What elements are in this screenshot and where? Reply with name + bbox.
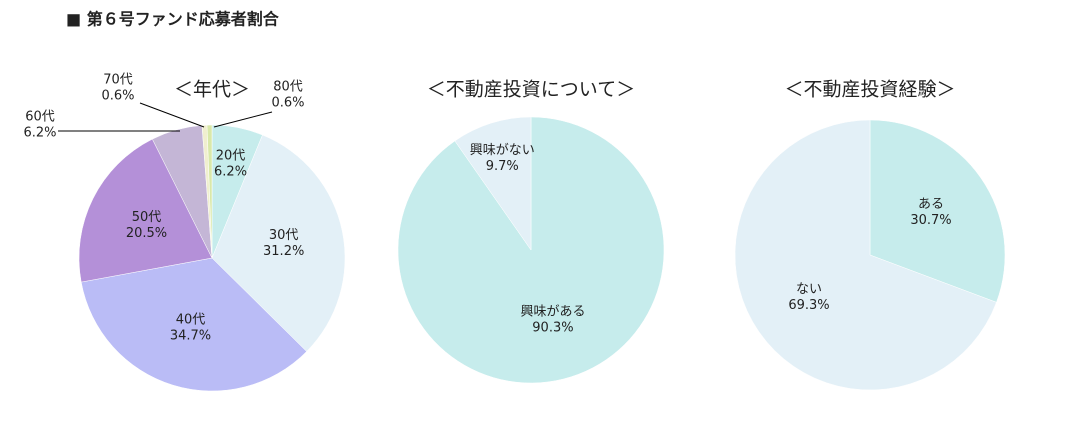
slice-value: 31.2% xyxy=(263,244,304,259)
pie-slice xyxy=(211,134,346,352)
slice-label: 80代 xyxy=(273,80,303,95)
pie-slice xyxy=(869,119,1006,303)
slice-label: 興味がある xyxy=(520,304,585,319)
slice-label: 20代 xyxy=(216,149,246,164)
slice-value: 0.6% xyxy=(271,96,304,111)
pie-slice xyxy=(454,116,532,251)
page-title: ■ 第６号ファンド応募者割合 xyxy=(66,10,280,29)
slice-value: 6.2% xyxy=(23,126,56,141)
pie-slice xyxy=(78,138,213,283)
slice-value: 90.3% xyxy=(532,320,573,335)
slice-label: 60代 xyxy=(25,110,55,125)
slice-value: 6.2% xyxy=(214,165,247,180)
slice-value: 20.5% xyxy=(126,226,167,241)
slice-value: 0.6% xyxy=(101,89,134,104)
slice-label: ある xyxy=(918,197,944,212)
pie-title: ＜不動産投資経験＞ xyxy=(784,79,955,101)
slice-label: 興味がない xyxy=(470,143,535,158)
slice-value: 30.7% xyxy=(910,213,951,228)
slice-value: 69.3% xyxy=(788,298,829,313)
slice-label: ない xyxy=(796,282,822,297)
slice-label: 70代 xyxy=(103,73,133,88)
slice-value: 9.7% xyxy=(486,159,519,174)
slice-label: 40代 xyxy=(176,312,206,327)
pie-slice xyxy=(734,119,997,391)
leader-line xyxy=(213,111,273,128)
slice-label: 30代 xyxy=(269,228,299,243)
slice-label: 50代 xyxy=(132,210,162,225)
pie-slice xyxy=(80,257,307,392)
leader-line xyxy=(139,102,205,128)
pie-title: ＜不動産投資について＞ xyxy=(427,79,635,101)
pie-title: ＜年代＞ xyxy=(174,79,250,101)
pie-slice xyxy=(206,124,213,259)
slice-value: 34.7% xyxy=(170,328,211,343)
